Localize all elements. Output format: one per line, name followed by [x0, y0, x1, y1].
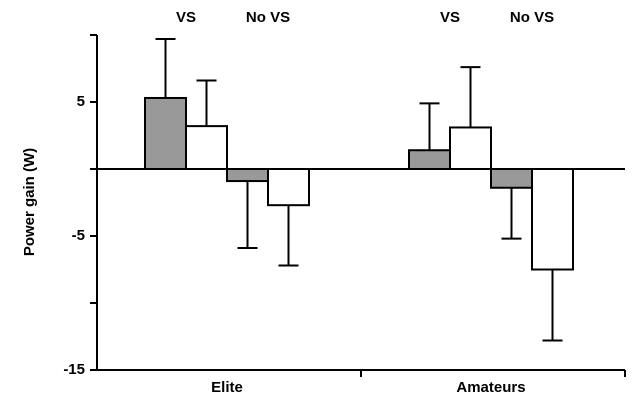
bar — [267, 168, 310, 207]
y-tick-label: -5 — [72, 227, 85, 244]
bar — [185, 125, 228, 171]
bar — [449, 126, 492, 170]
x-tick-label: Elite — [211, 379, 243, 396]
condition-label: VS — [176, 9, 196, 26]
condition-label: No VS — [510, 9, 554, 26]
condition-label: VS — [440, 9, 460, 26]
bar — [144, 96, 187, 170]
y-tick-label: -15 — [63, 361, 85, 378]
condition-label: No VS — [246, 9, 290, 26]
bar — [490, 168, 533, 189]
x-tick-label: Amateurs — [456, 379, 525, 396]
y-tick-label: 5 — [77, 93, 85, 110]
bar — [226, 168, 269, 183]
bar — [408, 149, 451, 171]
y-axis-label: Power gain (W) — [21, 148, 38, 256]
bar — [531, 168, 574, 271]
